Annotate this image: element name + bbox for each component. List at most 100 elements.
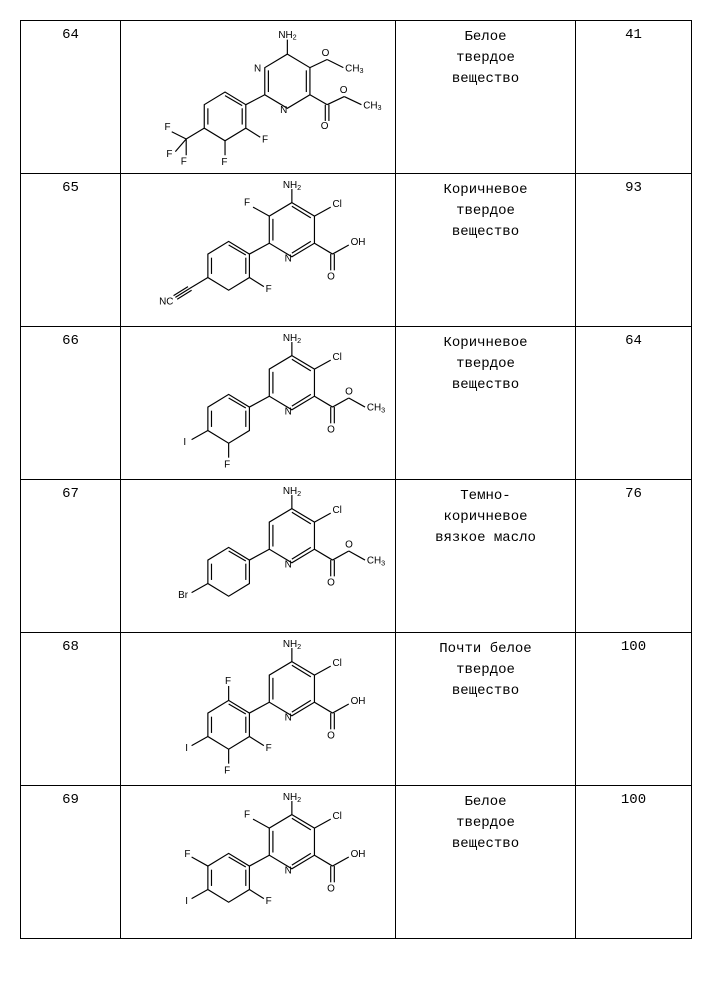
svg-text:O: O [321, 121, 329, 132]
structure-cell: NH2 F Cl N O OH F NC [121, 174, 396, 327]
svg-text:F: F [165, 122, 171, 133]
svg-text:O: O [327, 577, 335, 588]
desc-line: Белое [400, 792, 571, 813]
description-cell: Белое твердое вещество [396, 786, 576, 939]
id-value: 65 [62, 180, 79, 196]
svg-text:NH2: NH2 [283, 486, 301, 498]
value-cell: 76 [576, 480, 692, 633]
svg-text:O: O [327, 271, 335, 282]
svg-text:F: F [166, 149, 172, 160]
svg-text:CH3: CH3 [367, 556, 385, 568]
svg-text:F: F [266, 284, 272, 295]
svg-text:F: F [244, 809, 250, 820]
svg-text:N: N [285, 406, 292, 417]
svg-text:F: F [262, 135, 268, 146]
table-row: 67 [21, 480, 692, 633]
svg-text:Br: Br [178, 590, 189, 601]
description-cell: Белое твердое вещество [396, 21, 576, 174]
value: 93 [625, 180, 642, 196]
value: 41 [625, 27, 642, 43]
desc-line: вещество [400, 222, 571, 243]
svg-text:Cl: Cl [333, 352, 342, 363]
id-cell: 67 [21, 480, 121, 633]
svg-text:N: N [285, 253, 292, 264]
svg-text:OH: OH [351, 849, 366, 860]
desc-line: твердое [400, 48, 571, 69]
table-row: 66 [21, 327, 692, 480]
svg-text:O: O [327, 883, 335, 894]
svg-text:F: F [225, 676, 231, 687]
id-value: 66 [62, 333, 79, 349]
value-cell: 41 [576, 21, 692, 174]
desc-line: Коричневое [400, 180, 571, 201]
value: 100 [621, 792, 646, 808]
svg-text:OH: OH [351, 696, 366, 707]
structure-67: NH2 Cl N O O CH3 Br [125, 486, 391, 626]
svg-text:N: N [254, 63, 261, 74]
id-value: 64 [62, 27, 79, 43]
svg-text:F: F [266, 743, 272, 754]
table-row: 69 [21, 786, 692, 939]
svg-text:CH3: CH3 [345, 63, 363, 75]
description-cell: Коричневое твердое вещество [396, 327, 576, 480]
desc-line: Темно- [400, 486, 571, 507]
structure-cell: NH2 O CH3 N N O O CH3 F F F F F [121, 21, 396, 174]
description-cell: Темно- коричневое вязкое масло [396, 480, 576, 633]
desc-line: твердое [400, 813, 571, 834]
structure-cell: NH2 F Cl N O OH F F I [121, 786, 396, 939]
svg-text:N: N [285, 865, 292, 876]
id-cell: 65 [21, 174, 121, 327]
id-value: 68 [62, 639, 79, 655]
desc-line: вещество [400, 681, 571, 702]
desc-line: вещество [400, 69, 571, 90]
svg-text:NH2: NH2 [283, 333, 301, 345]
value: 100 [621, 639, 646, 655]
svg-text:F: F [266, 896, 272, 907]
svg-text:CH3: CH3 [363, 100, 381, 112]
svg-text:F: F [184, 849, 190, 860]
svg-text:N: N [280, 105, 287, 116]
desc-line: вязкое масло [400, 528, 571, 549]
svg-text:I: I [183, 437, 186, 448]
id-value: 67 [62, 486, 79, 502]
structure-cell: NH2 Cl N O O CH3 F I [121, 327, 396, 480]
structure-66: NH2 Cl N O O CH3 F I [125, 333, 391, 473]
desc-line: вещество [400, 375, 571, 396]
svg-text:F: F [181, 156, 187, 167]
structure-64: NH2 O CH3 N N O O CH3 F F F F F [125, 27, 391, 167]
svg-text:O: O [345, 386, 353, 397]
svg-text:N: N [285, 712, 292, 723]
svg-text:OH: OH [351, 237, 366, 248]
svg-text:Cl: Cl [333, 811, 342, 822]
id-cell: 66 [21, 327, 121, 480]
id-value: 69 [62, 792, 79, 808]
structure-cell: NH2 Cl N O O CH3 Br [121, 480, 396, 633]
svg-text:F: F [224, 460, 230, 471]
table-body: 64 [21, 21, 692, 939]
value: 64 [625, 333, 642, 349]
svg-text:NH2: NH2 [283, 180, 301, 192]
svg-text:NH2: NH2 [278, 30, 296, 42]
table-row: 64 [21, 21, 692, 174]
compound-table: 64 [20, 20, 692, 939]
structure-cell: NH2 Cl N O OH F F F I [121, 633, 396, 786]
svg-text:F: F [221, 157, 227, 167]
description-cell: Почти белое твердое вещество [396, 633, 576, 786]
description-cell: Коричневое твердое вещество [396, 174, 576, 327]
desc-line: Почти белое [400, 639, 571, 660]
id-cell: 69 [21, 786, 121, 939]
table-row: 65 [21, 174, 692, 327]
desc-line: твердое [400, 354, 571, 375]
svg-text:I: I [185, 743, 188, 754]
value: 76 [625, 486, 642, 502]
svg-text:F: F [244, 197, 250, 208]
id-cell: 68 [21, 633, 121, 786]
desc-line: Коричневое [400, 333, 571, 354]
svg-text:Cl: Cl [333, 658, 342, 669]
desc-line: твердое [400, 660, 571, 681]
table-row: 68 [21, 633, 692, 786]
svg-text:F: F [224, 766, 230, 777]
svg-text:O: O [327, 730, 335, 741]
svg-text:N: N [285, 559, 292, 570]
structure-69: NH2 F Cl N O OH F F I [125, 792, 391, 932]
